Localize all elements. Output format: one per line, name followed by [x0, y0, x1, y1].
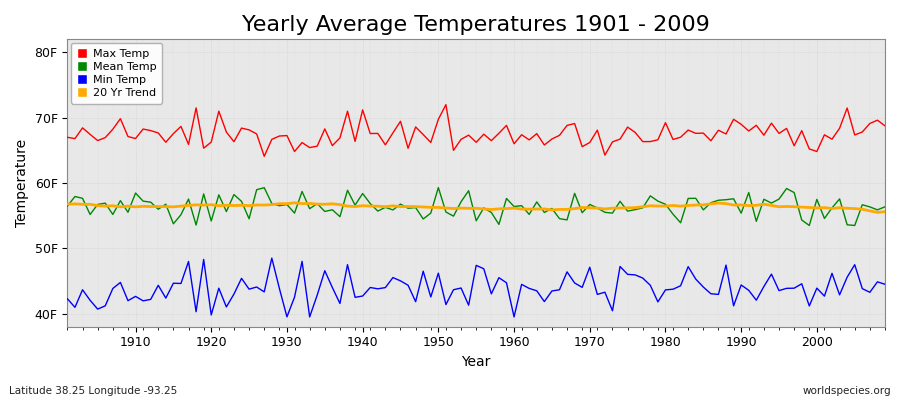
Y-axis label: Temperature: Temperature: [15, 139, 29, 227]
X-axis label: Year: Year: [462, 355, 490, 369]
Title: Yearly Average Temperatures 1901 - 2009: Yearly Average Temperatures 1901 - 2009: [242, 15, 710, 35]
Text: Latitude 38.25 Longitude -93.25: Latitude 38.25 Longitude -93.25: [9, 386, 177, 396]
Text: worldspecies.org: worldspecies.org: [803, 386, 891, 396]
Legend: Max Temp, Mean Temp, Min Temp, 20 Yr Trend: Max Temp, Mean Temp, Min Temp, 20 Yr Tre…: [71, 43, 162, 104]
